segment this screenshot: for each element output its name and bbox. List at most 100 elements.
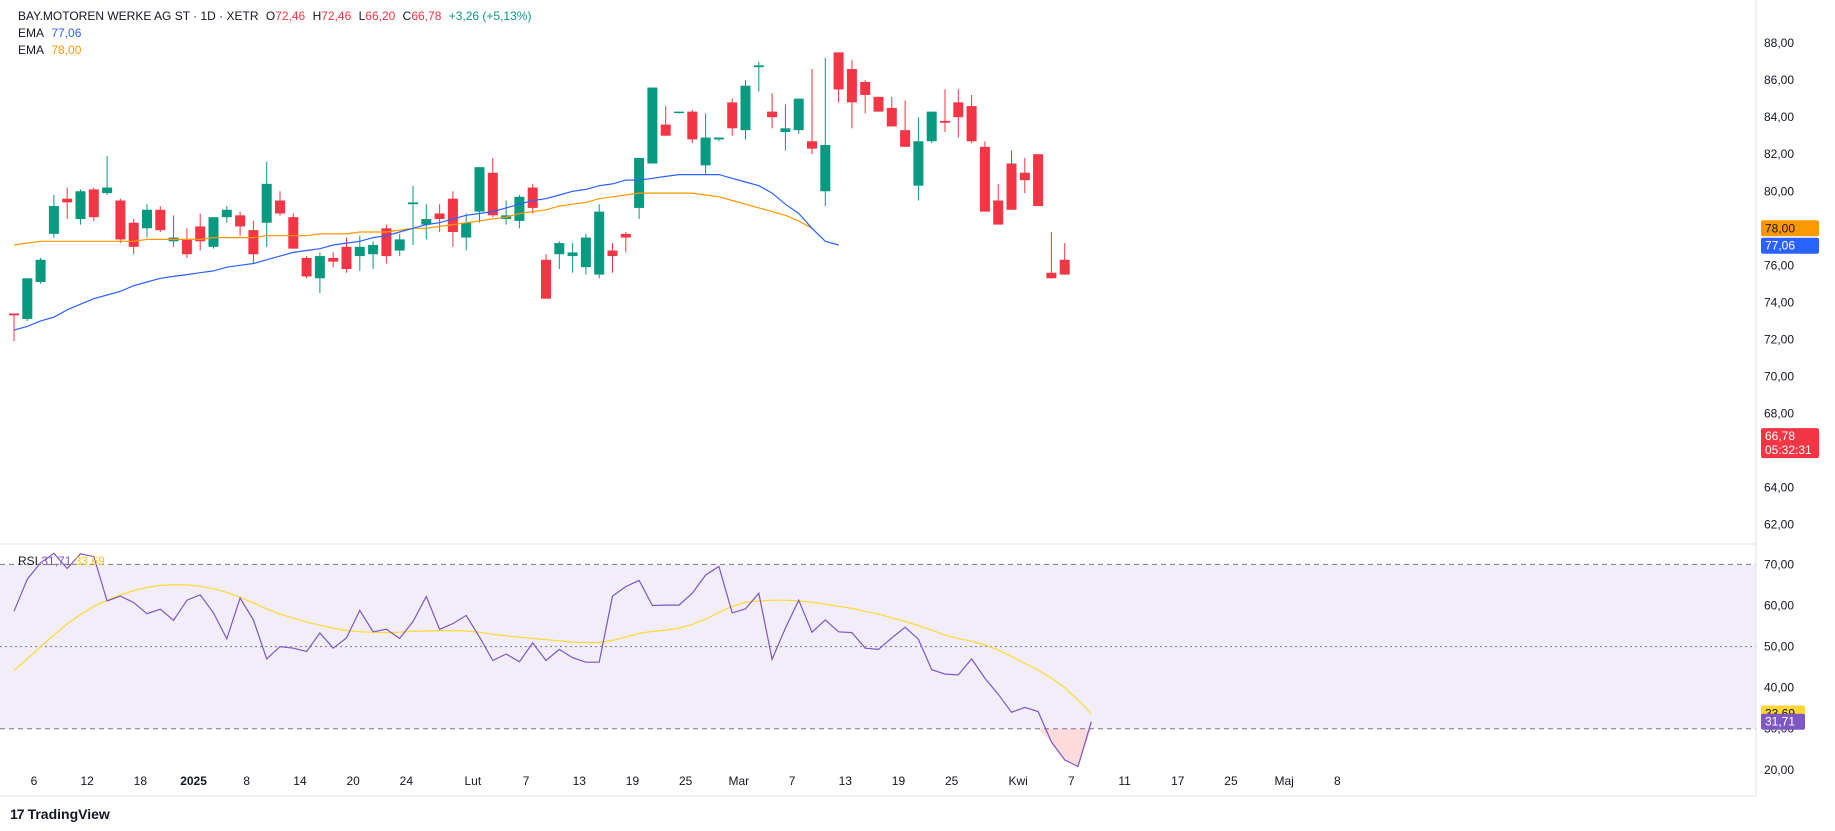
candle[interactable] (128, 219, 139, 255)
ema-fast-line[interactable] (13, 174, 839, 331)
candle[interactable] (1033, 154, 1044, 207)
candle[interactable] (634, 157, 645, 220)
symbol-title[interactable]: BAY.MOTOREN WERKE AG ST · 1D · XETR (18, 9, 259, 23)
candle[interactable] (314, 252, 325, 294)
time-axis[interactable]: 6 12 18 2025 8 14 20 24 Lut 7 13 19 25 Mar 7 13 19 25 Kwi 7… (31, 774, 1341, 788)
candle-body (142, 209, 152, 229)
candle[interactable] (261, 161, 272, 247)
candle[interactable] (248, 220, 259, 264)
candle[interactable] (846, 59, 857, 129)
candle[interactable] (275, 191, 285, 216)
candle[interactable] (487, 157, 498, 218)
candle[interactable] (181, 228, 192, 258)
candle[interactable] (700, 113, 711, 175)
candle[interactable] (421, 204, 432, 240)
candle[interactable] (979, 141, 990, 212)
candle[interactable] (9, 313, 19, 342)
candle[interactable] (394, 233, 405, 257)
candle[interactable] (767, 93, 778, 129)
candle[interactable] (793, 98, 804, 134)
price-pane[interactable]: 88,00 86,00 84,00 82,00 80,00 78,00 76,00 74,00… (9, 36, 1794, 532)
candle[interactable] (713, 137, 724, 142)
candle[interactable] (514, 194, 525, 229)
candle[interactable] (541, 254, 551, 299)
candle[interactable] (208, 217, 219, 249)
change-value: +3,26 (+5,13%) (448, 9, 532, 23)
candle[interactable] (368, 241, 379, 270)
candle[interactable] (1019, 157, 1030, 194)
candle[interactable] (926, 111, 937, 144)
price-tick-label: 88,00 (1764, 36, 1794, 50)
candle[interactable] (740, 80, 751, 140)
candle[interactable] (288, 213, 299, 249)
candle[interactable] (155, 206, 166, 232)
candle[interactable] (886, 96, 897, 127)
rsi-tick-label: 40,00 (1764, 681, 1794, 695)
candle[interactable] (860, 80, 871, 114)
candle[interactable] (88, 187, 99, 221)
candle[interactable] (527, 183, 538, 214)
candle[interactable] (687, 109, 698, 144)
candle[interactable] (35, 257, 46, 284)
time-tick-label: 12 (80, 774, 94, 788)
candle[interactable] (993, 183, 1004, 225)
candle[interactable] (75, 189, 86, 225)
candle[interactable] (328, 252, 339, 268)
candle[interactable] (900, 100, 911, 147)
candle[interactable] (102, 156, 113, 195)
legend-ema-slow-row[interactable]: EMA 78,00 (18, 42, 535, 59)
candle-body (993, 200, 1004, 225)
candle[interactable] (660, 106, 671, 136)
candle[interactable] (221, 206, 232, 223)
candle[interactable] (461, 213, 472, 251)
candle[interactable] (966, 94, 977, 144)
candle[interactable] (408, 185, 418, 245)
time-tick-label: 7 (789, 774, 796, 788)
candle[interactable] (953, 89, 964, 138)
candle[interactable] (580, 233, 591, 275)
candle[interactable] (142, 204, 152, 238)
candle[interactable] (301, 256, 312, 279)
candle[interactable] (48, 194, 59, 238)
candle[interactable] (168, 215, 179, 247)
candle[interactable] (62, 187, 73, 220)
candle[interactable] (620, 232, 631, 253)
rsi-legend[interactable]: RSI 31,71 33,69 (18, 554, 105, 568)
tradingview-brand[interactable]: 17 TradingView (10, 806, 110, 822)
candle[interactable] (647, 87, 658, 164)
candle-body (35, 259, 46, 282)
candle[interactable] (820, 57, 831, 207)
candle[interactable] (1006, 150, 1017, 210)
ema-slow-tag: 78,00 (1765, 221, 1795, 235)
price-tick-label: 64,00 (1764, 481, 1794, 495)
candle[interactable] (780, 104, 791, 151)
legend-ema-fast-row[interactable]: EMA 77,06 (18, 25, 535, 42)
candle[interactable] (195, 213, 206, 251)
candle[interactable] (567, 243, 578, 273)
candle[interactable] (235, 211, 246, 236)
candle[interactable] (940, 89, 950, 132)
candle[interactable] (674, 111, 684, 114)
candle[interactable] (873, 96, 884, 112)
candle[interactable] (115, 198, 126, 244)
rsi-line[interactable] (13, 552, 1092, 768)
candle[interactable] (807, 69, 817, 155)
ema-slow-value: 78,00 (51, 43, 82, 57)
candle[interactable] (594, 204, 605, 279)
candle[interactable] (554, 241, 565, 270)
candle[interactable] (913, 117, 924, 201)
candle[interactable] (381, 224, 392, 264)
candle[interactable] (753, 61, 764, 92)
candle[interactable] (1059, 243, 1070, 275)
candle[interactable] (1046, 232, 1057, 279)
rsi-ma-line[interactable] (13, 583, 1092, 714)
candle[interactable] (607, 243, 618, 273)
candle[interactable] (434, 204, 445, 232)
candle[interactable] (22, 278, 33, 321)
candle[interactable] (501, 200, 512, 225)
close-value: 66,78 (411, 9, 442, 23)
candle[interactable] (727, 98, 738, 136)
candle[interactable] (833, 52, 844, 103)
